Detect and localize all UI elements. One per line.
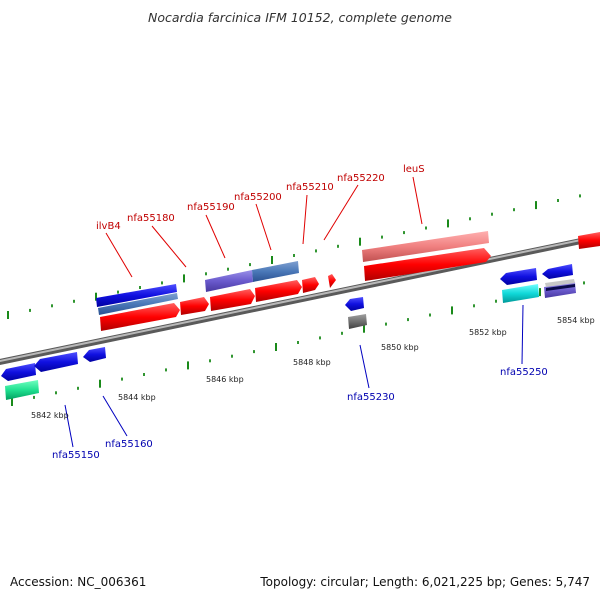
label-leuS[interactable]: leuS — [403, 164, 425, 175]
label-nfa55250[interactable]: nfa55250 — [500, 367, 548, 378]
gene-nfa55180[interactable] — [180, 297, 209, 315]
accession-text: Accession: NC_006361 — [10, 575, 147, 589]
map-title: Nocardia farcinica IFM 10152, complete g… — [148, 10, 452, 25]
gene-nfa55160[interactable] — [34, 352, 78, 372]
gene-nfa55190[interactable] — [210, 289, 255, 311]
gene-nfa55200-steel[interactable] — [252, 261, 299, 282]
label-nfa55210[interactable]: nfa55210 — [286, 182, 334, 193]
label-nfa55150[interactable]: nfa55150 — [52, 450, 100, 461]
gene-next-red[interactable] — [578, 232, 600, 249]
label-ilvB4[interactable]: ilvB4 — [96, 221, 121, 232]
gene-nfa55250[interactable] — [500, 268, 537, 285]
gene-nfa55230-gray[interactable] — [348, 314, 367, 329]
kbp-label: 5848 kbp — [293, 358, 331, 367]
kbp-label: 5850 kbp — [381, 343, 419, 352]
bottom-gene-labels: nfa55150 nfa55160 nfa55230 nfa55250 — [52, 367, 548, 461]
gene-nfa55220[interactable] — [328, 274, 336, 288]
kbp-label: 5846 kbp — [206, 375, 244, 384]
label-nfa55230[interactable]: nfa55230 — [347, 392, 395, 403]
gene-nfa55150[interactable] — [1, 363, 36, 381]
gene-nfa55250-cyan[interactable] — [502, 284, 539, 303]
gene-leuS-pink[interactable] — [362, 231, 489, 262]
kbp-label: 5844 kbp — [118, 393, 156, 402]
tick-row-top — [7, 194, 581, 319]
genome-summary-text: Topology: circular; Length: 6,021,225 bp… — [260, 575, 590, 589]
kbp-label: 5842 kbp — [31, 411, 69, 420]
genome-backbone — [0, 233, 600, 366]
label-nfa55160[interactable]: nfa55160 — [105, 439, 153, 450]
gene-nfa55200[interactable] — [255, 280, 302, 302]
gene-nfa55260[interactable] — [542, 264, 573, 279]
forward-genes — [96, 231, 600, 331]
kbp-label: 5852 kbp — [469, 328, 507, 337]
top-leader-lines — [105, 176, 423, 278]
bottom-leader-lines — [64, 304, 524, 448]
label-nfa55220[interactable]: nfa55220 — [337, 173, 385, 184]
reverse-genes — [1, 264, 576, 400]
gene-nfa55190-purple[interactable] — [205, 270, 253, 292]
kbp-labels: 5842 kbp 5844 kbp 5846 kbp 5848 kbp 5850… — [31, 316, 595, 420]
gene-nfa55160b[interactable] — [83, 347, 106, 362]
gene-ilvB4-steel[interactable] — [98, 293, 178, 315]
gene-nfa55150-mint[interactable] — [5, 380, 39, 400]
label-nfa55200[interactable]: nfa55200 — [234, 192, 282, 203]
kbp-label: 5854 kbp — [557, 316, 595, 325]
gene-ilvB4[interactable] — [100, 303, 180, 331]
gene-nfa55210[interactable] — [302, 277, 319, 293]
gene-ilvB4-track[interactable] — [96, 284, 177, 307]
label-nfa55180[interactable]: nfa55180 — [127, 213, 175, 224]
label-nfa55190[interactable]: nfa55190 — [187, 202, 235, 213]
gene-nfa55230[interactable] — [345, 297, 364, 311]
top-gene-labels: ilvB4 nfa55180 nfa55190 nfa55200 nfa5521… — [96, 164, 425, 232]
gene-leuS[interactable] — [364, 248, 491, 281]
